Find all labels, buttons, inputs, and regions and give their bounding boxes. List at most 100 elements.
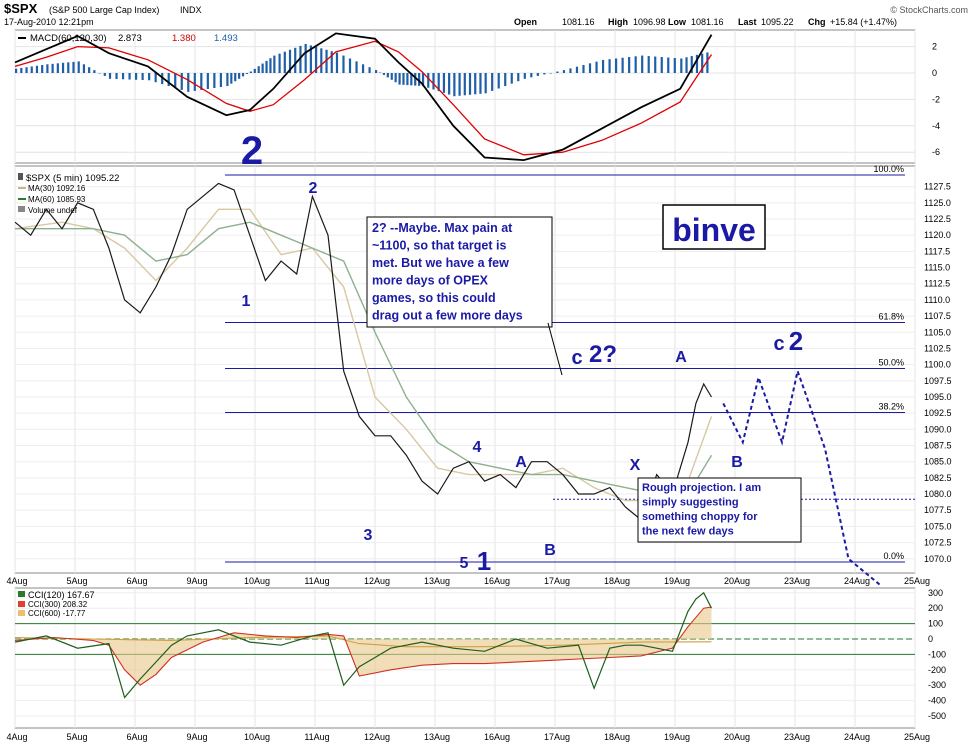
macd-value-3: 1.493	[214, 33, 238, 44]
macd-hist-bar	[690, 56, 693, 73]
price-y-tick: 1120.0	[924, 230, 951, 240]
macd-hist-bar	[241, 73, 245, 77]
price-y-tick: 1085.0	[924, 457, 952, 467]
macd-hist-bar	[442, 73, 446, 93]
macd-hist-bar	[348, 58, 352, 73]
comment-text: 2? --Maybe. Max pain at ~1100, so that ta…	[372, 221, 523, 323]
fib-label: 61.8%	[878, 312, 904, 322]
macd-hist-bar	[474, 73, 477, 95]
wave-label-big-2: 2	[241, 129, 263, 173]
macd-hist-bar	[193, 73, 196, 91]
x-axis-ticks: 4Aug 4Aug 5Aug 5Aug 6Aug 6Aug 9Aug 9Aug 10Aug 10A…	[6, 576, 930, 742]
x-tick-price: 6Aug	[126, 576, 147, 586]
projection-line-text: simply suggesting	[642, 497, 739, 509]
macd-hist-bar	[304, 43, 307, 73]
macd-hist-bar	[128, 73, 131, 80]
x-tick-cci: 19Aug	[664, 732, 690, 742]
macd-hist-bar	[448, 73, 451, 95]
x-tick-price: 4Aug	[6, 576, 27, 586]
cci120-line	[14, 591, 713, 699]
wave-label-x: X	[630, 457, 641, 474]
ma60-line	[15, 221, 713, 495]
macd-hist-bar	[421, 73, 425, 87]
cci600-line	[14, 635, 712, 648]
exchange: INDX	[180, 5, 202, 15]
macd-hist-bar	[273, 55, 276, 73]
macd-hist-bar	[634, 56, 637, 73]
x-tick-price: 18Aug	[604, 576, 630, 586]
macd-hist-bar	[335, 52, 339, 73]
macd-hist-bar	[261, 63, 264, 73]
x-tick-cci: 10Aug	[244, 732, 270, 742]
symbol: $SPX	[4, 1, 38, 16]
cci-legend-2: CCI(300) 208.32	[28, 600, 88, 609]
x-tick-cci: 18Aug	[604, 732, 630, 742]
x-tick-cci: 16Aug	[484, 732, 510, 742]
wave-label-c2-c: c	[773, 333, 784, 355]
cci-y-tick: -300	[928, 680, 946, 690]
macd-hist-bar	[269, 58, 272, 73]
symbol-name: (S&P 500 Large Cap Index)	[49, 5, 159, 15]
macd-hist-bar	[695, 54, 699, 73]
macd-hist-bar	[660, 57, 663, 73]
macd-hist-bar	[706, 52, 709, 73]
macd-hist-bar	[394, 73, 397, 83]
macd-hist-bar	[406, 73, 409, 86]
macd-hist-bar	[479, 73, 482, 94]
macd-hist-bar	[504, 73, 507, 87]
macd-hist-bar	[342, 55, 345, 73]
wave-label-a2: A	[675, 349, 687, 366]
macd-line	[14, 32, 713, 162]
macd-hist-bar	[121, 73, 125, 80]
macd-hist-bar	[355, 61, 358, 73]
ma30-line	[14, 208, 713, 502]
macd-hist-bar	[299, 45, 302, 73]
macd-hist-bar	[484, 73, 487, 94]
comment-line: more days of OPEX	[372, 274, 489, 288]
price-y-tick: 1092.5	[924, 408, 952, 418]
macd-hist-bar	[249, 71, 252, 73]
macd-hist-bar	[51, 63, 54, 73]
x-tick-price: 17Aug	[544, 576, 570, 586]
price-y-tick: 1102.5	[924, 343, 951, 353]
macd-hist-bar	[615, 58, 618, 73]
x-tick-price: 25Aug	[904, 576, 930, 586]
macd-hist-bar	[491, 73, 494, 91]
fib-label: 38.2%	[878, 402, 904, 412]
cci-y-tick: 200	[928, 603, 943, 613]
macd-hist-bar	[35, 65, 39, 73]
macd-hist-bar	[667, 57, 670, 73]
chg-value: +15.84 (+1.47%)	[830, 17, 897, 27]
macd-hist-bar	[386, 73, 389, 78]
comment-line: 2? --Maybe. Max pain at	[372, 221, 513, 235]
macd-hist-bar	[294, 47, 297, 73]
price-y-tick: 1122.5	[924, 214, 951, 224]
cci-y-tick: -400	[928, 696, 946, 706]
macd-hist-bar	[647, 56, 650, 73]
macd-hist-bar	[315, 46, 318, 73]
wave-label-b1: B	[544, 542, 556, 559]
macd-hist-bar	[575, 66, 579, 73]
last-value: 1095.22	[761, 17, 794, 27]
macd-hist-bar	[595, 61, 598, 73]
macd-hist-bar	[93, 70, 96, 73]
binve-label: binve	[672, 212, 756, 248]
macd-hist-bar	[427, 73, 430, 88]
macd-hist-bar	[115, 73, 118, 80]
macd-hist-bar	[463, 73, 466, 96]
macd-hist-bar	[402, 73, 405, 85]
macd-hist-bar	[621, 57, 624, 73]
wave-label-b2: B	[731, 454, 743, 471]
series-lines	[14, 32, 881, 699]
macd-hist-bar	[641, 55, 644, 73]
macd-hist-bar	[20, 67, 23, 73]
macd-hist-bar	[41, 65, 44, 73]
comment-line: ~1100, so that target is	[372, 239, 506, 253]
cci-legend: CCI(120) 167.67 CCI(300) 208.32 CCI(600)…	[18, 590, 95, 618]
macd-hist-bar	[453, 73, 456, 97]
x-tick-price: 19Aug	[664, 576, 690, 586]
wave-label-5: 5	[460, 555, 469, 572]
macd-hist-bar	[497, 73, 500, 89]
wave-label-c: c	[571, 347, 582, 369]
comment-box	[366, 216, 553, 328]
